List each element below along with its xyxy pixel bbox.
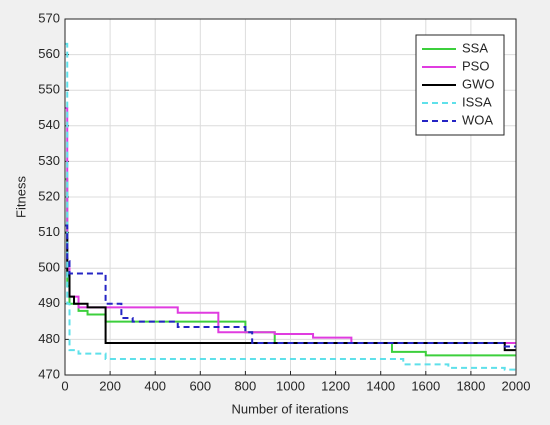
legend-label: WOA bbox=[462, 112, 493, 127]
x-tick-label: 1400 bbox=[366, 378, 395, 393]
y-tick-label: 540 bbox=[38, 117, 60, 132]
x-tick-label: 1600 bbox=[411, 378, 440, 393]
x-tick-label: 2000 bbox=[502, 378, 531, 393]
x-tick-label: 1800 bbox=[456, 378, 485, 393]
y-tick-label: 530 bbox=[38, 153, 60, 168]
legend-label: ISSA bbox=[462, 94, 492, 109]
y-tick-label: 520 bbox=[38, 188, 60, 203]
y-axis-label: Fitness bbox=[13, 176, 28, 218]
x-tick-label: 1000 bbox=[276, 378, 305, 393]
x-tick-label: 600 bbox=[189, 378, 211, 393]
y-tick-label: 550 bbox=[38, 82, 60, 97]
y-tick-label: 480 bbox=[38, 331, 60, 346]
y-tick-label: 570 bbox=[38, 10, 60, 25]
x-tick-label: 400 bbox=[144, 378, 166, 393]
y-tick-label: 510 bbox=[38, 224, 60, 239]
legend-label: SSA bbox=[462, 40, 488, 55]
x-tick-label: 0 bbox=[61, 378, 68, 393]
y-tick-label: 490 bbox=[38, 295, 60, 310]
series-line bbox=[65, 42, 516, 371]
y-tick-label: 560 bbox=[38, 46, 60, 61]
x-tick-label: 800 bbox=[235, 378, 257, 393]
series-line bbox=[65, 224, 516, 348]
legend-label: GWO bbox=[462, 76, 495, 91]
x-axis-label: Number of iterations bbox=[231, 401, 349, 416]
y-tick-label: 470 bbox=[38, 366, 60, 381]
legend: SSA PSO GWO ISSA WOA bbox=[415, 34, 505, 136]
x-tick-label: 1200 bbox=[321, 378, 350, 393]
y-tick-label: 500 bbox=[38, 260, 60, 275]
legend-label: PSO bbox=[462, 58, 489, 73]
x-tick-label: 200 bbox=[99, 378, 121, 393]
plot-frame bbox=[64, 18, 517, 376]
